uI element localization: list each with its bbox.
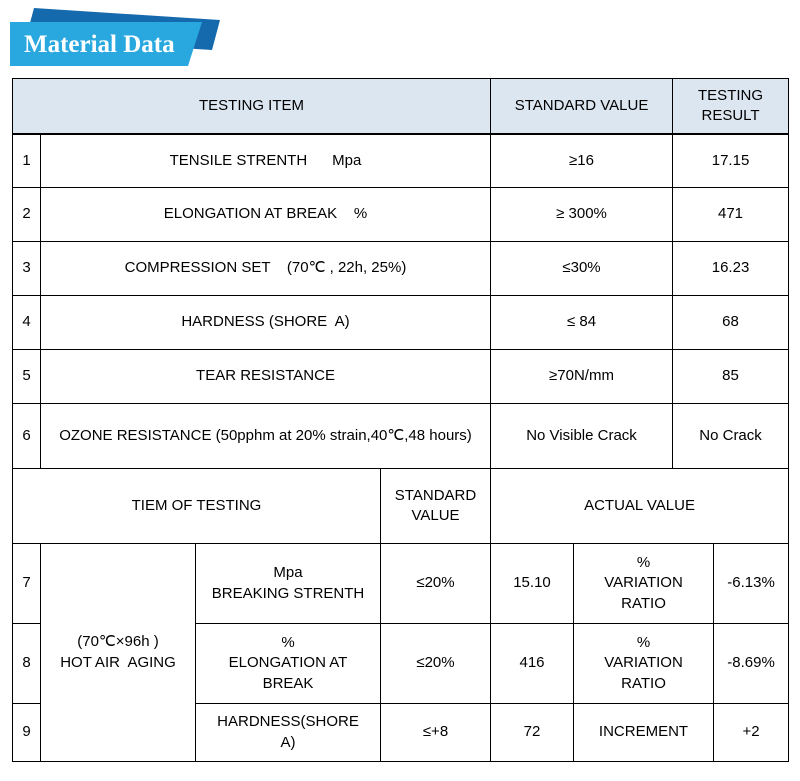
testing-item: TEAR RESISTANCE: [40, 349, 491, 404]
table-row: 4 HARDNESS (SHORE A) ≤ 84 68: [12, 295, 790, 350]
table-row: 9 HARDNESS(SHORE A) ≤+8 72 INCREMENT +2: [12, 703, 790, 762]
testing-item-header: TESTING ITEM: [12, 78, 491, 135]
table-row: 3 COMPRESSION SET (70℃ , 22h, 25%) ≤30% …: [12, 241, 790, 296]
standard-value: ≤20%: [380, 623, 491, 704]
row-number: 8: [12, 623, 41, 704]
table-row: 1 TENSILE STRENTH Mpa ≥16 17.15: [12, 133, 790, 188]
testing-result-header: TESTING RESULT: [672, 78, 790, 135]
item-of-testing-header: TIEM OF TESTING: [12, 468, 381, 544]
standard-value: ≥70N/mm: [489, 349, 674, 404]
testing-result: 16.23: [672, 241, 790, 296]
testing-result: 85: [672, 349, 790, 404]
table-row: 5 TEAR RESISTANCE ≥70N/mm 85: [12, 349, 790, 404]
row-number: 1: [12, 133, 41, 188]
standard-value: ≤30%: [489, 241, 674, 296]
banner: Material Data: [4, 6, 244, 70]
testing-item: OZONE RESISTANCE (50pphm at 20% strain,4…: [40, 403, 491, 469]
metric-label: % VARIATION RATIO: [572, 623, 715, 704]
row-number: 2: [12, 187, 41, 242]
testing-result: 68: [672, 295, 790, 350]
metric-label: % VARIATION RATIO: [572, 543, 715, 624]
table-row: 7 (70℃×96h ) HOT AIR AGING Mpa BREAKING …: [12, 543, 790, 762]
standard-value: ≤+8: [380, 703, 491, 762]
row-number: 5: [12, 349, 41, 404]
table-row: 6 OZONE RESISTANCE (50pphm at 20% strain…: [12, 403, 790, 469]
testing-item: TENSILE STRENTH Mpa: [40, 133, 491, 188]
measured-value: 72: [490, 703, 574, 762]
test-name: Mpa BREAKING STRENTH: [195, 543, 381, 624]
actual-value-header: ACTUAL VALUE: [489, 468, 790, 544]
material-data-table: TESTING ITEM STANDARD VALUE TESTING RESU…: [12, 78, 790, 762]
test-name: HARDNESS(SHORE A): [195, 703, 381, 762]
standard-value: No Visible Crack: [489, 403, 674, 469]
standard-value: ≤ 84: [489, 295, 674, 350]
standard-value: ≥16: [489, 133, 674, 188]
standard-value: ≤20%: [380, 543, 491, 624]
row-number: 3: [12, 241, 41, 296]
testing-item: ELONGATION AT BREAK %: [40, 187, 491, 242]
test-result: +2: [713, 703, 790, 762]
testing-item: COMPRESSION SET (70℃ , 22h, 25%): [40, 241, 491, 296]
test-result: -6.13%: [713, 543, 790, 624]
row-number: 7: [12, 543, 41, 624]
section2-header-row: TIEM OF TESTING STANDARD VALUE ACTUAL VA…: [12, 468, 790, 544]
page-title: Material Data: [24, 31, 175, 58]
table-row: 2 ELONGATION AT BREAK % ≥ 300% 471: [12, 187, 790, 242]
testing-item: HARDNESS (SHORE A): [40, 295, 491, 350]
banner-ribbon: Material Data: [10, 8, 220, 66]
measured-value: 15.10: [490, 543, 574, 624]
test-result: -8.69%: [713, 623, 790, 704]
standard-value-header-2: STANDARD VALUE: [380, 468, 491, 544]
section1-header-row: TESTING ITEM STANDARD VALUE TESTING RESU…: [12, 78, 790, 135]
testing-result: 471: [672, 187, 790, 242]
testing-result: 17.15: [672, 133, 790, 188]
standard-value-header: STANDARD VALUE: [489, 78, 674, 135]
metric-label: INCREMENT: [572, 703, 715, 762]
testing-result: No Crack: [672, 403, 790, 469]
standard-value: ≥ 300%: [489, 187, 674, 242]
hot-air-aging-group-cell: (70℃×96h ) HOT AIR AGING: [40, 543, 196, 762]
measured-value: 416: [490, 623, 574, 704]
table-row: 8 % ELONGATION AT BREAK ≤20% 416 % VARIA…: [12, 623, 790, 704]
ribbon-front-shape: [10, 22, 202, 66]
row-number: 9: [12, 703, 41, 762]
test-name: % ELONGATION AT BREAK: [195, 623, 381, 704]
row-number: 4: [12, 295, 41, 350]
row-number: 6: [12, 403, 41, 469]
